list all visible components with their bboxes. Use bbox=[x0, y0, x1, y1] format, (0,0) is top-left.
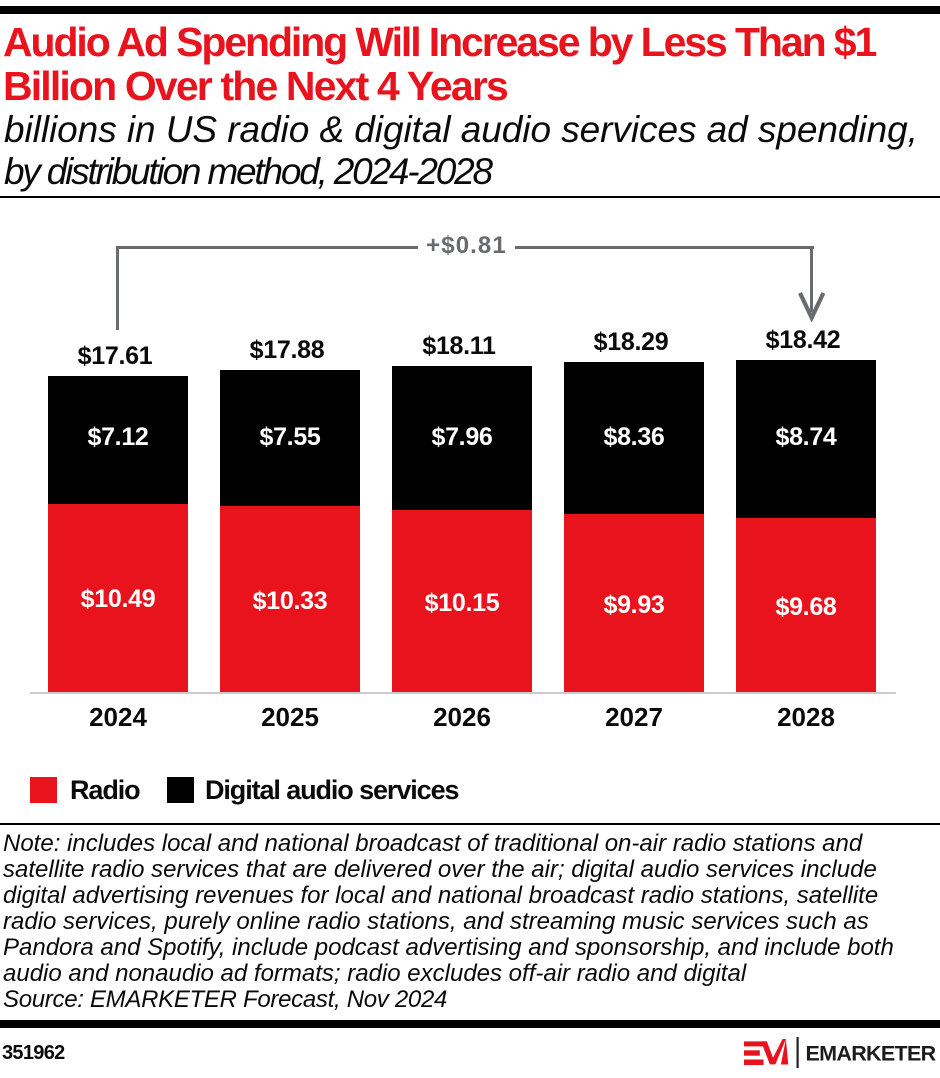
svg-text:EMARKETER: EMARKETER bbox=[806, 1042, 937, 1066]
